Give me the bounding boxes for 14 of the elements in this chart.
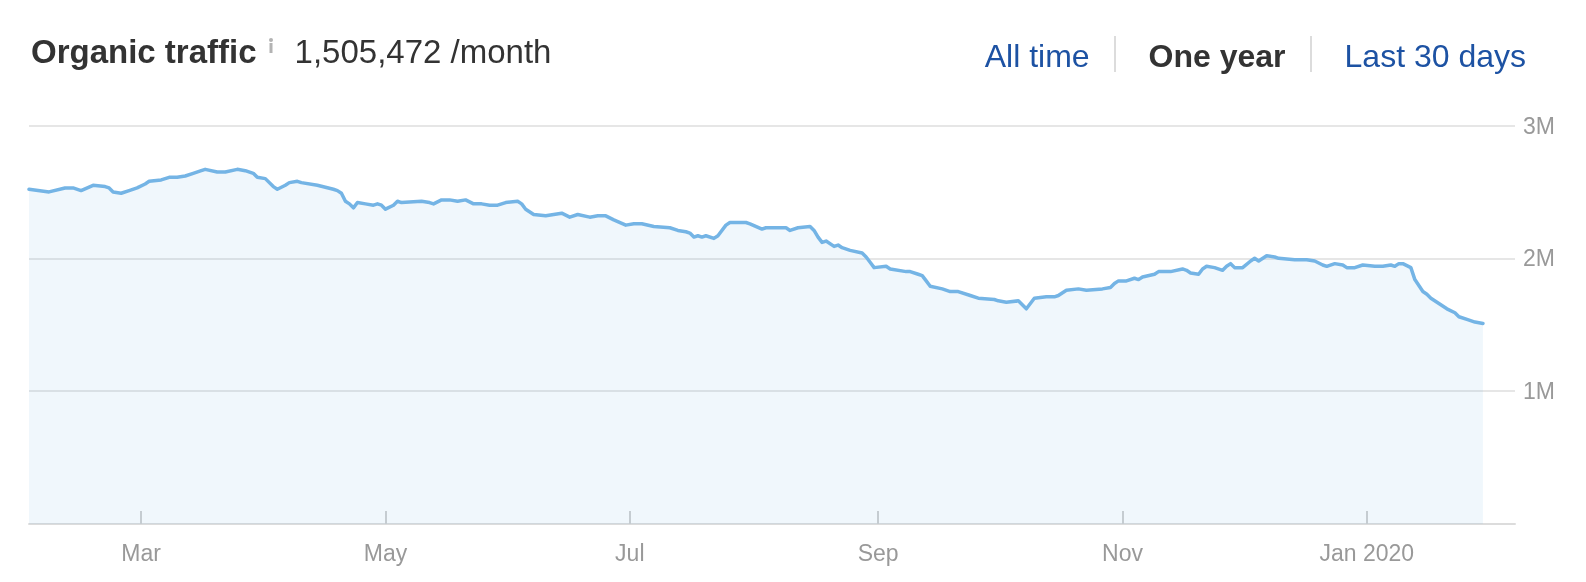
text: Last 30 days (1344, 37, 1526, 76)
y-tick-label: 3M (1523, 112, 1555, 139)
chart-subtitle: 1,505,472 /month (294, 32, 552, 72)
x-tick-label: Nov (1102, 539, 1144, 566)
text: All time (984, 37, 1090, 76)
x-tick-label: Mar (121, 539, 162, 566)
x-tick-label: Jul (615, 539, 645, 566)
chart-title: Organic traffic (31, 32, 257, 72)
y-tick-label: 2M (1523, 245, 1555, 272)
y-tick-label: 1M (1523, 378, 1555, 405)
text: One year (1148, 37, 1286, 76)
x-tick-label: Jan 2020 (1319, 539, 1415, 566)
x-tick-label: May (363, 539, 408, 566)
x-tick-label: Sep (857, 539, 899, 566)
